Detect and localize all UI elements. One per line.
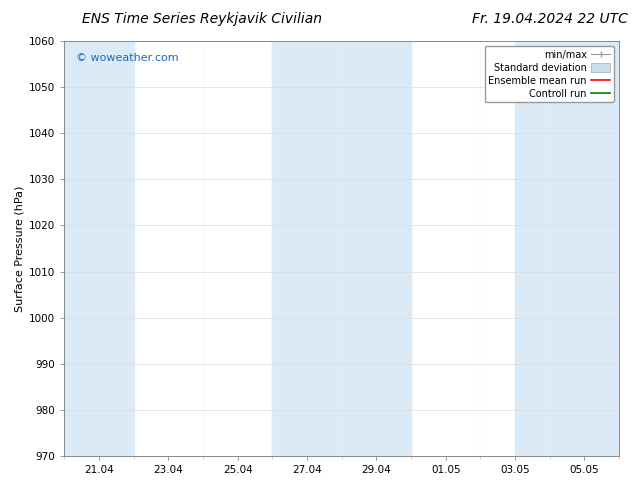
Bar <box>273 41 411 456</box>
Text: Fr. 19.04.2024 22 UTC: Fr. 19.04.2024 22 UTC <box>472 12 628 26</box>
Bar <box>65 41 134 456</box>
Legend: min/max, Standard deviation, Ensemble mean run, Controll run: min/max, Standard deviation, Ensemble me… <box>484 46 614 102</box>
Text: © woweather.com: © woweather.com <box>75 53 178 64</box>
Text: ENS Time Series Reykjavik Civilian: ENS Time Series Reykjavik Civilian <box>82 12 323 26</box>
Bar <box>515 41 619 456</box>
Y-axis label: Surface Pressure (hPa): Surface Pressure (hPa) <box>15 185 25 312</box>
